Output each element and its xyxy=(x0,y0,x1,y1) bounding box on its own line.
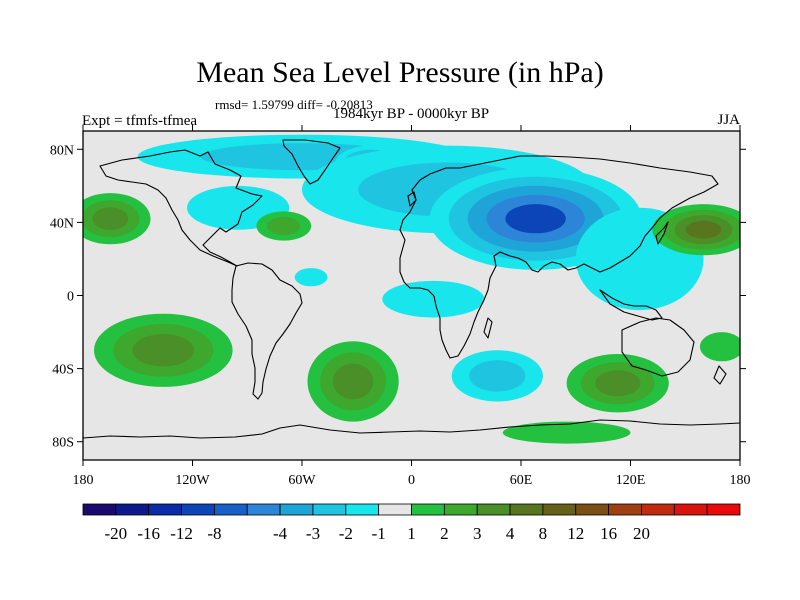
colorbar-label: 8 xyxy=(539,524,548,543)
south-america-coastline xyxy=(231,262,303,400)
colorbar-swatch xyxy=(279,503,314,516)
colorbar: -20 -16 -12 -8 -4 -3 -2 -1 1 2 3 4 8 12 16 20 xyxy=(82,503,741,543)
indonesia-coastline xyxy=(599,289,663,321)
anomaly-contour xyxy=(267,217,301,235)
x-tick-label: 60W xyxy=(288,473,316,488)
x-tick-label: 120W xyxy=(175,473,210,488)
anomaly-cell xyxy=(307,341,399,422)
anomaly-cell xyxy=(566,354,669,413)
colorbar-swatch xyxy=(608,503,642,516)
colorbar-swatch xyxy=(115,503,150,516)
colorbar-label: -8 xyxy=(207,524,221,543)
australia-coastline xyxy=(621,317,695,377)
y-tick-label: 80N xyxy=(50,143,74,158)
colorbar-label: -12 xyxy=(170,524,193,543)
colorbar-label: -3 xyxy=(306,524,320,543)
x-tick-label: 180 xyxy=(73,473,94,488)
colorbar-label: -4 xyxy=(273,524,288,543)
colorbar-label: 1 xyxy=(407,524,416,543)
colorbar-swatch xyxy=(345,503,380,516)
rmsd-diff-stats: rmsd= 1.59799 diff= -0.20813 xyxy=(215,97,373,112)
anomaly-cell xyxy=(652,204,740,256)
colorbar-swatch xyxy=(378,503,412,516)
anomaly-cell xyxy=(94,313,233,387)
colorbar-swatch xyxy=(82,503,117,516)
uk-coastline xyxy=(407,191,417,207)
colorbar-swatch xyxy=(213,503,248,516)
colorbar-label: 3 xyxy=(473,524,482,543)
anomaly-contour xyxy=(505,204,566,234)
colorbar-swatch xyxy=(476,503,511,516)
anomaly-contour xyxy=(382,280,485,318)
y-tick-label: 0 xyxy=(67,290,74,305)
anomaly-contour xyxy=(685,220,722,239)
colorbar-label: -1 xyxy=(372,524,386,543)
season-label: JJA xyxy=(717,112,740,128)
madagascar-coastline xyxy=(483,317,493,339)
chart-title: Mean Sea Level Pressure (in hPa) xyxy=(196,56,604,89)
x-tick-label: 60E xyxy=(510,473,533,488)
greenland-coastline xyxy=(282,139,341,185)
anomaly-contour xyxy=(92,207,129,231)
y-tick-label: 40S xyxy=(52,363,74,378)
coastlines xyxy=(83,139,740,439)
y-tick-label: 80S xyxy=(52,436,74,451)
colorbar-swatch xyxy=(542,503,577,516)
colorbar-swatch xyxy=(575,503,609,516)
colorbar-label: 2 xyxy=(440,524,449,543)
japan-coastline xyxy=(655,221,669,245)
colorbar-label: 12 xyxy=(567,524,584,543)
anomaly-contour xyxy=(595,370,641,397)
anomaly-contour xyxy=(294,268,328,287)
colorbar-swatch xyxy=(673,503,708,516)
anomaly-cell xyxy=(382,280,485,318)
pressure-anomaly-field xyxy=(83,134,740,444)
experiment-label: Expt = tfmfs-tfmea xyxy=(82,113,198,129)
anomaly-cell xyxy=(294,268,328,287)
colorbar-label: 16 xyxy=(600,524,617,543)
anomaly-cell xyxy=(451,350,543,402)
colorbar-swatch xyxy=(641,503,675,516)
anomaly-cell xyxy=(502,421,631,444)
new-zealand-coastline xyxy=(713,365,727,385)
colorbar-swatch xyxy=(148,503,182,516)
colorbar-label: -16 xyxy=(137,524,160,543)
anomaly-contour xyxy=(699,332,740,362)
x-tick-label: 180 xyxy=(730,473,751,488)
x-tick-label: 120E xyxy=(616,473,646,488)
colorbar-swatch xyxy=(509,503,544,516)
colorbar-label: 20 xyxy=(633,524,650,543)
anomaly-cell xyxy=(83,193,151,245)
colorbar-label: -20 xyxy=(104,524,127,543)
eurasia-africa-coastline xyxy=(399,155,719,359)
x-tick-label: 0 xyxy=(408,473,415,488)
antarctica-coastline xyxy=(83,419,740,439)
colorbar-swatch xyxy=(246,503,281,516)
anomaly-contour xyxy=(469,360,526,392)
colorbar-swatch xyxy=(411,503,445,516)
colorbar-label: -2 xyxy=(339,524,353,543)
map-axes: 180 120W 60W 0 60E 120E 180 80N 40N 0 40S 80S xyxy=(50,125,751,488)
north-america-coastline xyxy=(99,149,263,267)
anomaly-cell xyxy=(256,211,312,241)
colorbar-swatch xyxy=(181,503,215,516)
colorbar-swatch xyxy=(706,503,741,516)
y-tick-label: 40N xyxy=(50,216,74,231)
colorbar-label: 4 xyxy=(506,524,515,543)
anomaly-contour xyxy=(332,363,374,400)
time-period-subtitle: 1984kyr BP - 0000kyr BP xyxy=(332,106,490,122)
anomaly-cell xyxy=(699,332,740,362)
colorbar-swatch xyxy=(443,503,478,516)
colorbar-swatch xyxy=(312,503,347,516)
anomaly-contour xyxy=(132,334,195,367)
anomaly-contour xyxy=(502,421,631,444)
